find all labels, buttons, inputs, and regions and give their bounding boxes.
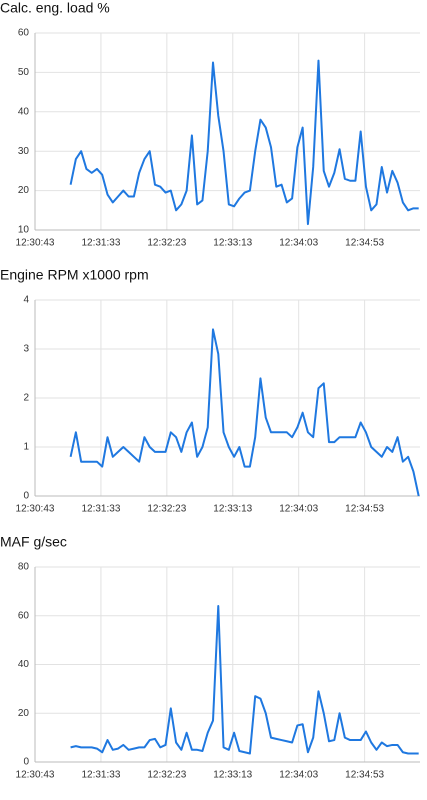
x-tick-label: 12:30:43 (16, 238, 55, 249)
y-tick-label: 0 (23, 491, 29, 502)
x-tick-label: 12:34:53 (345, 770, 384, 781)
x-tick-label: 12:31:33 (81, 770, 120, 781)
data-line (69, 59, 419, 226)
y-tick-label: 20 (18, 185, 30, 196)
x-tick-label: 12:34:03 (279, 504, 318, 515)
y-tick-label: 0 (23, 757, 29, 768)
chart-title: Calc. eng. load % (0, 0, 110, 16)
y-tick-label: 20 (18, 708, 30, 719)
data-line (70, 605, 419, 755)
x-tick-label: 12:32:23 (147, 770, 186, 781)
y-tick-label: 40 (18, 659, 30, 670)
x-tick-label: 12:32:23 (147, 238, 186, 249)
x-tick-label: 12:33:13 (213, 504, 252, 515)
y-tick-label: 2 (23, 393, 29, 404)
x-tick-label: 12:30:43 (16, 770, 55, 781)
x-tick-label: 12:34:03 (279, 238, 318, 249)
chart-title: MAF g/sec (0, 534, 67, 550)
x-tick-label: 12:34:53 (345, 238, 384, 249)
chart-title: Engine RPM x1000 rpm (0, 267, 149, 283)
y-tick-label: 40 (18, 106, 30, 117)
x-tick-label: 12:34:53 (345, 504, 384, 515)
x-tick-label: 12:33:13 (213, 770, 252, 781)
x-tick-label: 12:32:23 (147, 504, 186, 515)
x-tick-label: 12:31:33 (81, 238, 120, 249)
y-tick-label: 80 (18, 562, 30, 573)
y-tick-label: 1 (23, 442, 29, 453)
y-tick-label: 4 (23, 295, 29, 306)
y-tick-label: 30 (18, 146, 30, 157)
x-tick-label: 12:31:33 (81, 504, 120, 515)
x-tick-label: 12:30:43 (16, 504, 55, 515)
x-tick-label: 12:33:13 (213, 238, 252, 249)
y-tick-label: 60 (18, 28, 30, 39)
y-tick-label: 3 (23, 344, 29, 355)
x-tick-label: 12:34:03 (279, 770, 318, 781)
y-tick-label: 50 (18, 67, 30, 78)
y-tick-label: 10 (18, 225, 30, 236)
data-line (69, 328, 420, 497)
y-tick-label: 60 (18, 610, 30, 621)
